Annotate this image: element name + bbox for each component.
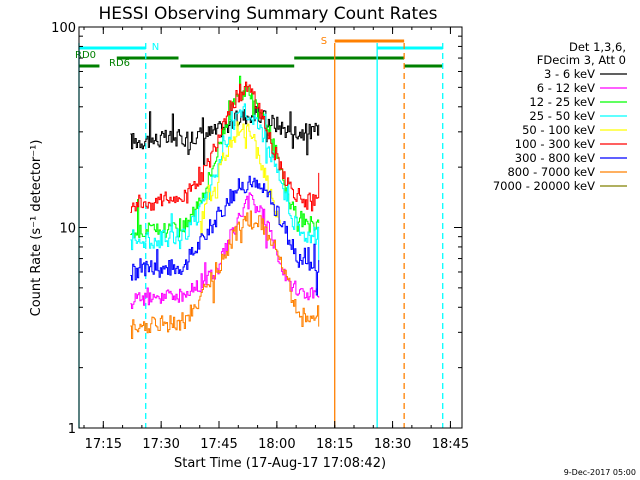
- y-tick-label: 1: [68, 422, 76, 437]
- legend-label-6-12-kev: 6 - 12 keV: [537, 81, 595, 95]
- x-axis-label: Start Time (17-Aug-17 17:08:42): [174, 456, 386, 471]
- legend-label-7000-20000-kev: 7000 - 20000 keV: [493, 179, 595, 193]
- series-line-50-100-kev: [199, 121, 281, 237]
- flag-label-n: N: [152, 42, 159, 53]
- chart-title: HESSI Observing Summary Count Rates: [98, 4, 437, 24]
- series-line-25-50-kev: [130, 103, 320, 262]
- x-tick-label: 18:30: [374, 437, 411, 452]
- x-tick-label: 18:15: [316, 437, 353, 452]
- flag-label-s: S: [321, 36, 327, 47]
- series-line-800-7000-kev: [130, 210, 320, 339]
- x-tick-label: 18:00: [258, 437, 295, 452]
- series-line-300-800-kev: [130, 175, 320, 296]
- x-tick-label: 17:30: [142, 437, 179, 452]
- y-axis-ticks: 1 10 100: [51, 21, 462, 437]
- legend-label-50-100-kev: 50 - 100 keV: [522, 123, 595, 137]
- footer-timestamp: 9-Dec-2017 05:00: [564, 468, 636, 477]
- x-tick-label: 17:45: [200, 437, 237, 452]
- legend-header-1: Det 1,3,6,: [569, 40, 626, 54]
- legend-label-800-7000-kev: 800 - 7000 keV: [507, 165, 595, 179]
- y-tick-label: 100: [51, 21, 76, 36]
- legend-label-300-800-kev: 300 - 800 keV: [515, 151, 595, 165]
- x-tick-label: 18:45: [432, 437, 469, 452]
- legend-label-100-300-kev: 100 - 300 keV: [515, 137, 595, 151]
- x-tick-label: 17:15: [85, 437, 122, 452]
- legend-label-3-6-kev: 3 - 6 keV: [544, 67, 595, 81]
- y-tick-label: 10: [59, 222, 76, 237]
- y-axis-label: Count Rate (s⁻¹ detector⁻¹): [29, 140, 44, 317]
- x-axis-ticks: 17:15 17:30 17:45 18:00 18:15 18:30 18:45: [83, 27, 469, 452]
- flag-label-rd6: RD6: [109, 58, 130, 69]
- flag-label-rd0: RD0: [75, 50, 96, 61]
- legend-label-12-25-kev: 12 - 25 keV: [529, 95, 595, 109]
- legend-header-2: FDecim 3, Att 0: [537, 53, 626, 67]
- data-series: [130, 75, 320, 339]
- series-line-100-300-kev: [130, 81, 320, 213]
- flag-bars: N S RD0 RD6: [75, 36, 443, 69]
- legend-label-25-50-kev: 25 - 50 keV: [529, 109, 595, 123]
- series-line-12-25-kev: [130, 75, 320, 239]
- series-line-3-6-kev: [130, 106, 320, 165]
